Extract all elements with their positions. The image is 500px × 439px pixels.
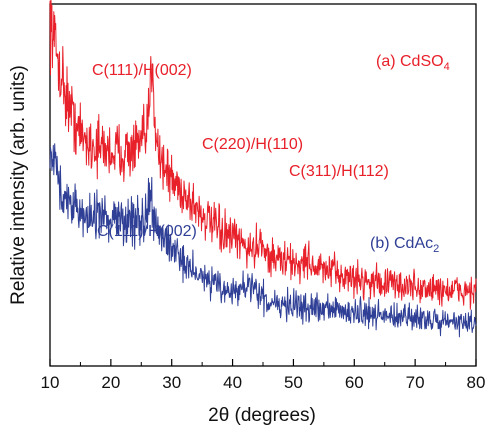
- x-tick-label-70: 70: [406, 373, 425, 392]
- x-tick-label-30: 30: [162, 373, 181, 392]
- legend-label-cdso4-main: (a) CdSO: [376, 53, 444, 70]
- legend-label-cdso4: (a) CdSO4: [376, 53, 450, 73]
- x-tick-label-20: 20: [101, 373, 120, 392]
- x-tick-label-40: 40: [223, 373, 242, 392]
- series-layer: [49, 0, 477, 338]
- legend-label-cdac2: (b) CdAc2: [370, 235, 439, 255]
- annotation-b-c111-h002: C(111)/H(002): [97, 223, 197, 240]
- x-tick-label-10: 10: [41, 373, 60, 392]
- legend-label-cdac2-main: (b) CdAc: [370, 235, 433, 252]
- legend-label-cdso4-sub: 4: [444, 61, 450, 73]
- legend-label-cdac2-sub: 2: [433, 243, 439, 255]
- annotation-a-c111-h002: C(111)/H(002): [92, 62, 192, 79]
- x-tick-label-60: 60: [345, 373, 364, 392]
- annotation-a-c311-h112: C(311)/H(112): [289, 163, 389, 180]
- x-tick-label-50: 50: [284, 373, 303, 392]
- x-tick-label-80: 80: [467, 373, 486, 392]
- y-axis-title: Relative intensity (arb. units): [8, 65, 29, 305]
- annotation-a-c220-h110: C(220)/H(110): [202, 136, 303, 153]
- series-line-cdso4: [49, 0, 477, 310]
- series-line-cdac2: [49, 143, 477, 338]
- x-axis-title: 2θ (degrees): [208, 405, 316, 426]
- x-axis-ticks: 10 20 30 40 50 60 70 80: [41, 359, 486, 392]
